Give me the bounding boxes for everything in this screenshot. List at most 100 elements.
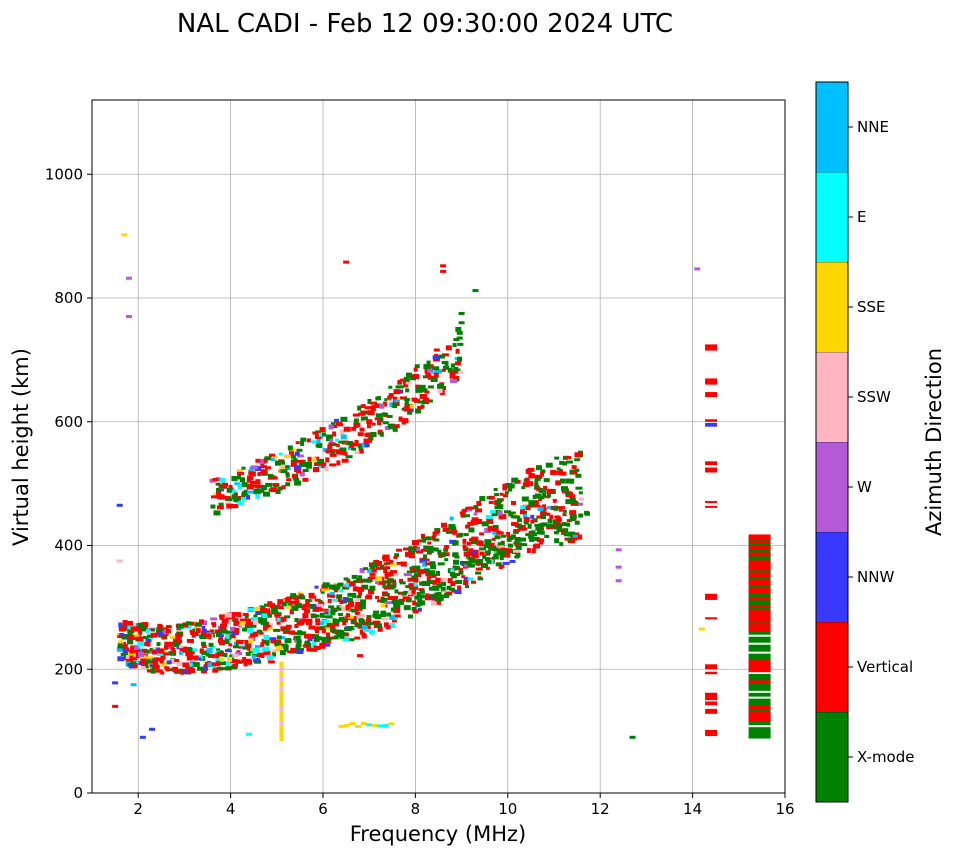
echo-point <box>475 571 482 575</box>
echo-point <box>145 629 150 634</box>
echo-point <box>336 632 342 637</box>
echo-point <box>378 623 383 628</box>
column-stripe <box>748 717 771 722</box>
echo-point <box>423 397 430 402</box>
column-stripe <box>748 610 771 615</box>
echo-point <box>357 432 364 437</box>
echo-point <box>562 509 567 513</box>
echo-point <box>491 512 498 517</box>
echo-point <box>411 374 417 379</box>
echo-point <box>571 471 578 475</box>
x-tick-label: 12 <box>591 800 610 818</box>
echo-point <box>358 444 364 449</box>
echo-point <box>147 634 152 638</box>
echo-point <box>290 454 296 459</box>
echo-point <box>279 726 284 732</box>
echo-point <box>195 655 203 660</box>
echo-point <box>415 550 423 554</box>
echo-point <box>450 581 456 587</box>
echo-point <box>431 595 438 601</box>
echo-point <box>296 448 303 452</box>
echo-point <box>479 532 485 536</box>
echo-point <box>547 523 553 528</box>
column-block <box>705 708 718 714</box>
echo-point <box>418 384 426 390</box>
echo-point <box>296 649 304 654</box>
echo-point <box>397 591 402 595</box>
echo-point <box>358 613 365 618</box>
echo-point <box>569 514 575 519</box>
echo-point <box>270 603 276 609</box>
echo-point <box>419 581 427 586</box>
echo-point <box>226 498 233 502</box>
echo-point <box>479 551 485 556</box>
echo-point <box>266 654 273 660</box>
column-block <box>705 664 718 670</box>
echo-point <box>275 488 281 494</box>
echo-point <box>400 561 407 567</box>
echo-point <box>481 521 489 527</box>
echo-point <box>468 556 476 560</box>
echo-point <box>380 603 386 608</box>
echo-point <box>415 387 423 393</box>
echo-point <box>230 634 236 639</box>
echo-point <box>454 590 462 595</box>
echo-point <box>497 542 505 548</box>
echo-point <box>264 603 270 607</box>
echo-point <box>419 589 425 594</box>
colorbar-category-label: NNE <box>857 118 889 136</box>
echo-point <box>284 628 290 632</box>
echo-point <box>145 637 152 643</box>
echo-point <box>150 628 155 632</box>
echo-point <box>255 610 261 615</box>
echo-point <box>182 669 190 675</box>
echo-point <box>542 492 547 498</box>
echo-point <box>429 573 437 578</box>
echo-point <box>332 424 338 428</box>
echo-point <box>359 619 365 624</box>
echo-point <box>152 664 160 670</box>
echo-point <box>324 627 331 631</box>
echo-point <box>382 558 390 562</box>
echo-point <box>222 482 229 487</box>
echo-point <box>393 573 399 577</box>
echo-point <box>210 504 216 509</box>
echo-point <box>534 476 541 481</box>
echo-point <box>489 542 495 548</box>
echo-point <box>478 559 484 564</box>
echo-point <box>394 589 399 594</box>
echo-point <box>119 632 125 636</box>
echo-point <box>407 411 413 415</box>
echo-point <box>312 431 319 435</box>
echo-point <box>324 608 329 612</box>
echo-point <box>356 654 363 658</box>
echo-point <box>353 580 359 584</box>
echo-point <box>336 460 341 466</box>
echo-point <box>423 545 429 550</box>
echo-point <box>339 451 344 455</box>
echo-point <box>274 641 280 647</box>
echo-point <box>277 599 284 605</box>
echo-point <box>314 456 320 461</box>
echo-point <box>186 621 192 626</box>
echo-point <box>397 599 403 604</box>
echo-point <box>280 626 286 632</box>
echo-point <box>336 594 343 599</box>
echo-point <box>430 376 438 382</box>
column-block <box>705 701 718 706</box>
echo-point <box>277 486 283 491</box>
echo-point <box>383 586 390 590</box>
echo-point <box>332 598 339 602</box>
echo-point <box>370 431 377 437</box>
echo-point <box>127 639 134 645</box>
echo-point <box>455 579 463 584</box>
echo-point <box>565 455 572 459</box>
echo-point <box>146 656 154 661</box>
echo-point <box>339 429 345 435</box>
echo-point <box>420 559 428 563</box>
echo-point <box>502 483 507 489</box>
echo-point <box>423 554 428 560</box>
echo-point <box>358 448 364 454</box>
echo-point <box>339 634 345 639</box>
echo-point <box>364 595 371 599</box>
